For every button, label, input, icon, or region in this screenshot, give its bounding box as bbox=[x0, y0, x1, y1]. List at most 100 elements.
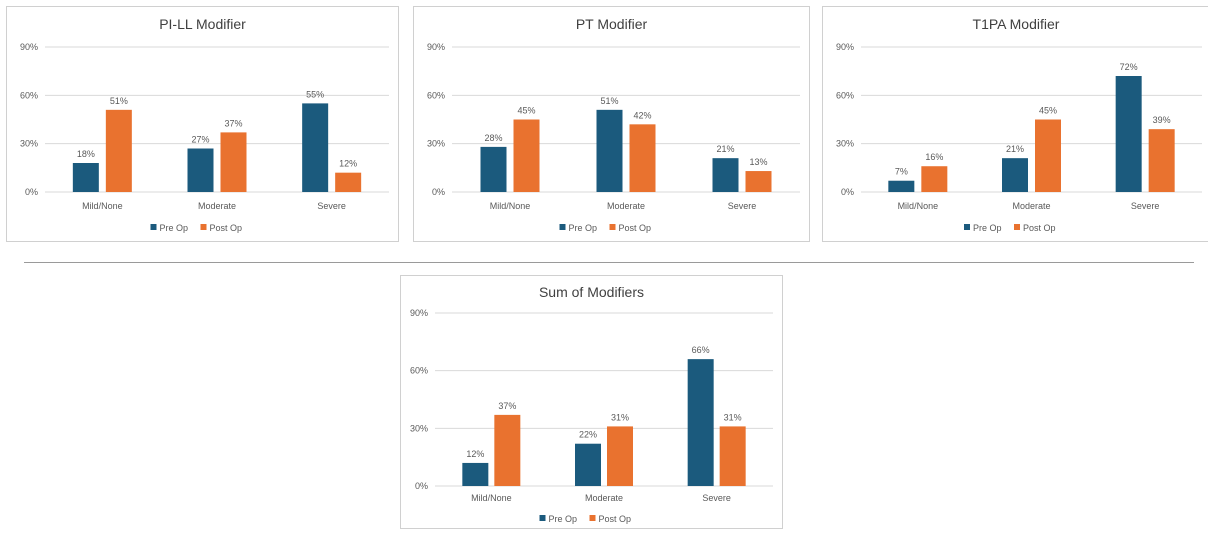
bar-pre-op bbox=[712, 158, 739, 192]
bar-post-op bbox=[719, 426, 746, 486]
data-label-post-op: 51% bbox=[110, 96, 128, 106]
legend-label-pre-op: Pre Op bbox=[160, 223, 189, 233]
legend-swatch-pre-op bbox=[150, 224, 157, 230]
legend-label-pre-op: Pre Op bbox=[973, 223, 1002, 233]
legend-label-post-op: Post Op bbox=[599, 514, 632, 524]
y-tick-label: 30% bbox=[410, 423, 428, 433]
chart-svg-pi-ll: PI-LL Modifier 0% 30% 60% 90% 18% 51% Mild/None… bbox=[20, 16, 389, 233]
x-category-label: Severe bbox=[317, 201, 346, 211]
legend-swatch-pre-op bbox=[539, 515, 546, 521]
x-category-label: Moderate bbox=[198, 201, 236, 211]
bar-post-op bbox=[494, 414, 521, 486]
bar-pre-op bbox=[1115, 76, 1142, 192]
data-label-post-op: 39% bbox=[1153, 115, 1171, 125]
data-label-pre-op: 66% bbox=[692, 345, 710, 355]
y-tick-label: 90% bbox=[836, 42, 854, 52]
data-label-post-op: 37% bbox=[498, 401, 516, 411]
bar-post-op bbox=[1148, 129, 1175, 192]
legend-label-pre-op: Pre Op bbox=[569, 223, 598, 233]
y-tick-label: 60% bbox=[836, 90, 854, 100]
y-tick-label: 60% bbox=[20, 90, 38, 100]
y-tick-label: 30% bbox=[427, 139, 445, 149]
y-tick-label: 30% bbox=[20, 139, 38, 149]
x-category-label: Mild/None bbox=[471, 493, 512, 503]
bar-pre-op bbox=[480, 146, 507, 192]
x-category-label: Moderate bbox=[1012, 201, 1050, 211]
x-category-label: Mild/None bbox=[898, 201, 939, 211]
data-label-post-op: 42% bbox=[633, 110, 651, 120]
bar-pre-op bbox=[462, 462, 489, 486]
y-tick-label: 0% bbox=[25, 187, 38, 197]
section-divider bbox=[24, 262, 1194, 263]
chart-svg-pt: PT Modifier 0% 30% 60% 90% 28% 45% Mild/None 51%… bbox=[427, 16, 800, 233]
bar-post-op bbox=[335, 172, 362, 192]
y-tick-label: 90% bbox=[427, 42, 445, 52]
bar-pre-op bbox=[72, 163, 99, 192]
x-category-label: Severe bbox=[1131, 201, 1160, 211]
data-label-pre-op: 55% bbox=[306, 89, 324, 99]
legend-swatch-post-op bbox=[589, 515, 596, 521]
y-tick-label: 60% bbox=[427, 90, 445, 100]
chart-panel-sum: Sum of Modifiers 0% 30% 60% 90% 12% 37% Mild/No… bbox=[400, 275, 783, 529]
bar-post-op bbox=[1035, 119, 1061, 192]
chart-title: PT Modifier bbox=[576, 16, 648, 32]
data-label-post-op: 16% bbox=[925, 152, 943, 162]
bar-pre-op bbox=[888, 180, 915, 192]
data-label-pre-op: 28% bbox=[484, 133, 502, 143]
bar-post-op bbox=[745, 171, 772, 192]
y-tick-label: 60% bbox=[410, 366, 428, 376]
data-label-pre-op: 12% bbox=[466, 449, 484, 459]
chart-title: Sum of Modifiers bbox=[539, 284, 644, 300]
y-tick-label: 90% bbox=[410, 308, 428, 318]
legend-swatch-post-op bbox=[1014, 224, 1020, 230]
bar-post-op bbox=[607, 426, 633, 486]
legend-label-post-op: Post Op bbox=[619, 223, 652, 233]
chart-svg-t1pa: T1PA Modifier 0% 30% 60% 90% 7% 16% Mild/None 21… bbox=[836, 16, 1202, 233]
y-tick-label: 90% bbox=[20, 42, 38, 52]
legend-label-post-op: Post Op bbox=[1023, 223, 1056, 233]
chart-panel-pt: PT Modifier 0% 30% 60% 90% 28% 45% Mild/None 51%… bbox=[413, 6, 810, 242]
x-category-label: Moderate bbox=[607, 201, 645, 211]
legend-swatch-pre-op bbox=[964, 224, 970, 230]
data-label-pre-op: 72% bbox=[1120, 62, 1138, 72]
chart-title: T1PA Modifier bbox=[973, 16, 1060, 32]
legend-swatch-post-op bbox=[200, 224, 207, 230]
data-label-pre-op: 21% bbox=[716, 144, 734, 154]
chart-panel-pi-ll: PI-LL Modifier 0% 30% 60% 90% 18% 51% Mild/None… bbox=[6, 6, 399, 242]
x-category-label: Mild/None bbox=[490, 201, 531, 211]
y-tick-label: 0% bbox=[841, 187, 854, 197]
data-label-post-op: 31% bbox=[724, 412, 742, 422]
data-label-post-op: 13% bbox=[749, 157, 767, 167]
legend-swatch-post-op bbox=[609, 224, 616, 230]
bar-post-op bbox=[105, 109, 132, 192]
chart-panel-t1pa: T1PA Modifier 0% 30% 60% 90% 7% 16% Mild/None 21… bbox=[822, 6, 1208, 242]
bar-pre-op bbox=[1002, 158, 1028, 192]
bar-post-op bbox=[513, 119, 540, 192]
chart-svg-sum: Sum of Modifiers 0% 30% 60% 90% 12% 37% Mild/No… bbox=[410, 284, 773, 524]
data-label-post-op: 45% bbox=[1039, 106, 1057, 116]
x-category-label: Severe bbox=[702, 493, 731, 503]
x-category-label: Mild/None bbox=[82, 201, 123, 211]
y-tick-label: 30% bbox=[836, 139, 854, 149]
data-label-pre-op: 18% bbox=[77, 149, 95, 159]
y-tick-label: 0% bbox=[432, 187, 445, 197]
data-label-pre-op: 7% bbox=[895, 167, 908, 177]
bar-post-op bbox=[921, 166, 948, 192]
legend-label-post-op: Post Op bbox=[210, 223, 243, 233]
data-label-pre-op: 22% bbox=[579, 430, 597, 440]
data-label-post-op: 37% bbox=[224, 118, 242, 128]
y-tick-label: 0% bbox=[415, 481, 428, 491]
data-label-pre-op: 51% bbox=[600, 96, 618, 106]
bar-pre-op bbox=[302, 103, 329, 192]
data-label-post-op: 31% bbox=[611, 412, 629, 422]
bar-pre-op bbox=[687, 359, 714, 486]
chart-title: PI-LL Modifier bbox=[159, 16, 246, 32]
bar-pre-op bbox=[596, 109, 623, 192]
x-category-label: Moderate bbox=[585, 493, 623, 503]
bar-post-op bbox=[220, 132, 247, 192]
bar-pre-op bbox=[575, 443, 601, 486]
data-label-pre-op: 21% bbox=[1006, 144, 1024, 154]
legend-swatch-pre-op bbox=[559, 224, 566, 230]
data-label-post-op: 12% bbox=[339, 159, 357, 169]
x-category-label: Severe bbox=[728, 201, 757, 211]
